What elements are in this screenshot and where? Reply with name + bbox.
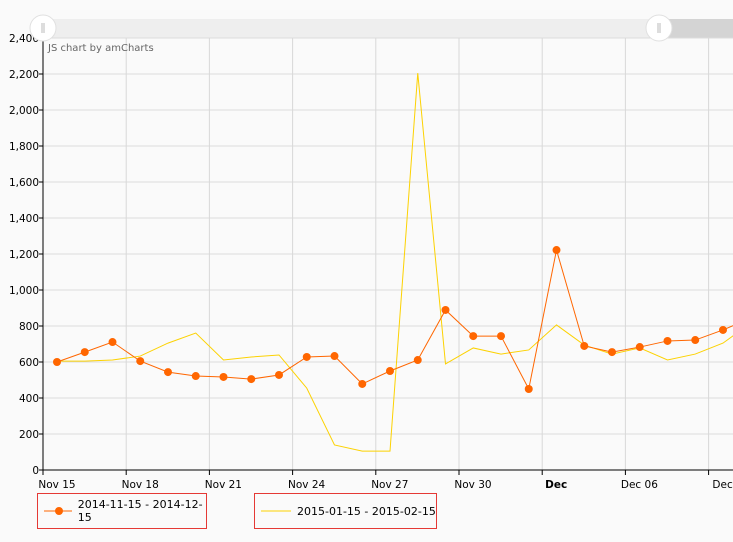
data-point <box>719 325 727 334</box>
y-tick-label: 1,000 <box>9 285 39 297</box>
data-point <box>441 305 450 314</box>
data-point <box>691 336 700 345</box>
data-point <box>136 357 145 366</box>
data-point <box>580 341 589 350</box>
y-tick-label: 2,400 <box>9 33 39 45</box>
data-point <box>552 246 561 255</box>
x-tick-label: Nov 30 <box>454 479 491 490</box>
y-tick-label: 800 <box>19 321 39 333</box>
x-tick-label: Nov 24 <box>288 479 326 490</box>
y-tick-label: 1,800 <box>9 141 39 153</box>
data-point <box>53 358 61 366</box>
amcharts-credit[interactable]: JS chart by amCharts <box>48 43 154 54</box>
x-tick-label: Dec <box>712 479 733 490</box>
data-point <box>108 338 117 347</box>
y-tick-label: 0 <box>32 465 39 477</box>
data-point <box>635 343 644 352</box>
scrollbar-right-handle[interactable] <box>645 14 673 42</box>
y-tick-label: 2,000 <box>9 105 39 117</box>
data-point <box>330 352 339 361</box>
scrollbar-unselected <box>659 19 733 38</box>
x-tick-label: Dec 06 <box>621 479 658 490</box>
scrollbar-left-handle[interactable] <box>29 14 57 42</box>
data-point <box>497 332 505 341</box>
scrollbar-selection[interactable] <box>43 19 659 38</box>
data-point <box>302 352 311 361</box>
data-point <box>663 336 672 345</box>
data-point <box>219 372 228 381</box>
x-tick-label: Nov 21 <box>205 479 242 490</box>
data-point <box>608 348 616 357</box>
data-point <box>413 356 422 365</box>
y-tick-label: 2,200 <box>9 69 39 81</box>
data-point <box>80 348 89 357</box>
legend-label: 2014-11-15 - 2014-12-15 <box>77 498 203 524</box>
x-tick-label: Nov 27 <box>371 479 408 490</box>
data-point <box>358 379 367 388</box>
y-tick-label: 1,600 <box>9 177 39 189</box>
legend-label: 2015-01-15 - 2015-02-15 <box>297 504 436 518</box>
legend-marker-yellow-icon <box>261 510 291 512</box>
data-point <box>247 375 256 384</box>
x-tick-label: Nov 15 <box>38 479 75 490</box>
legend-marker-orange-icon <box>44 507 72 515</box>
x-tick-label: Nov 18 <box>122 479 159 490</box>
series-line <box>56 249 733 391</box>
y-tick-label: 1,400 <box>9 213 39 225</box>
y-tick-label: 400 <box>19 393 39 405</box>
data-point <box>469 332 478 341</box>
y-tick-label: 600 <box>19 357 39 369</box>
data-point <box>524 385 533 393</box>
x-tick-label: Dec <box>545 479 567 490</box>
data-point <box>164 368 172 377</box>
data-point <box>386 367 394 375</box>
y-tick-label: 1,200 <box>9 249 39 261</box>
legend-item-series-2[interactable]: 2015-01-15 - 2015-02-15 <box>254 493 437 529</box>
series-line <box>57 73 733 452</box>
y-tick-label: 200 <box>19 429 39 441</box>
data-point <box>191 372 200 381</box>
data-point <box>275 370 283 379</box>
chart: 0 200 400 600 800 1,000 1,200 1,400 1,600 1,800 2,… <box>9 14 733 490</box>
series-group <box>53 73 733 452</box>
legend-item-series-1[interactable]: 2014-11-15 - 2014-12-15 <box>37 493 207 529</box>
